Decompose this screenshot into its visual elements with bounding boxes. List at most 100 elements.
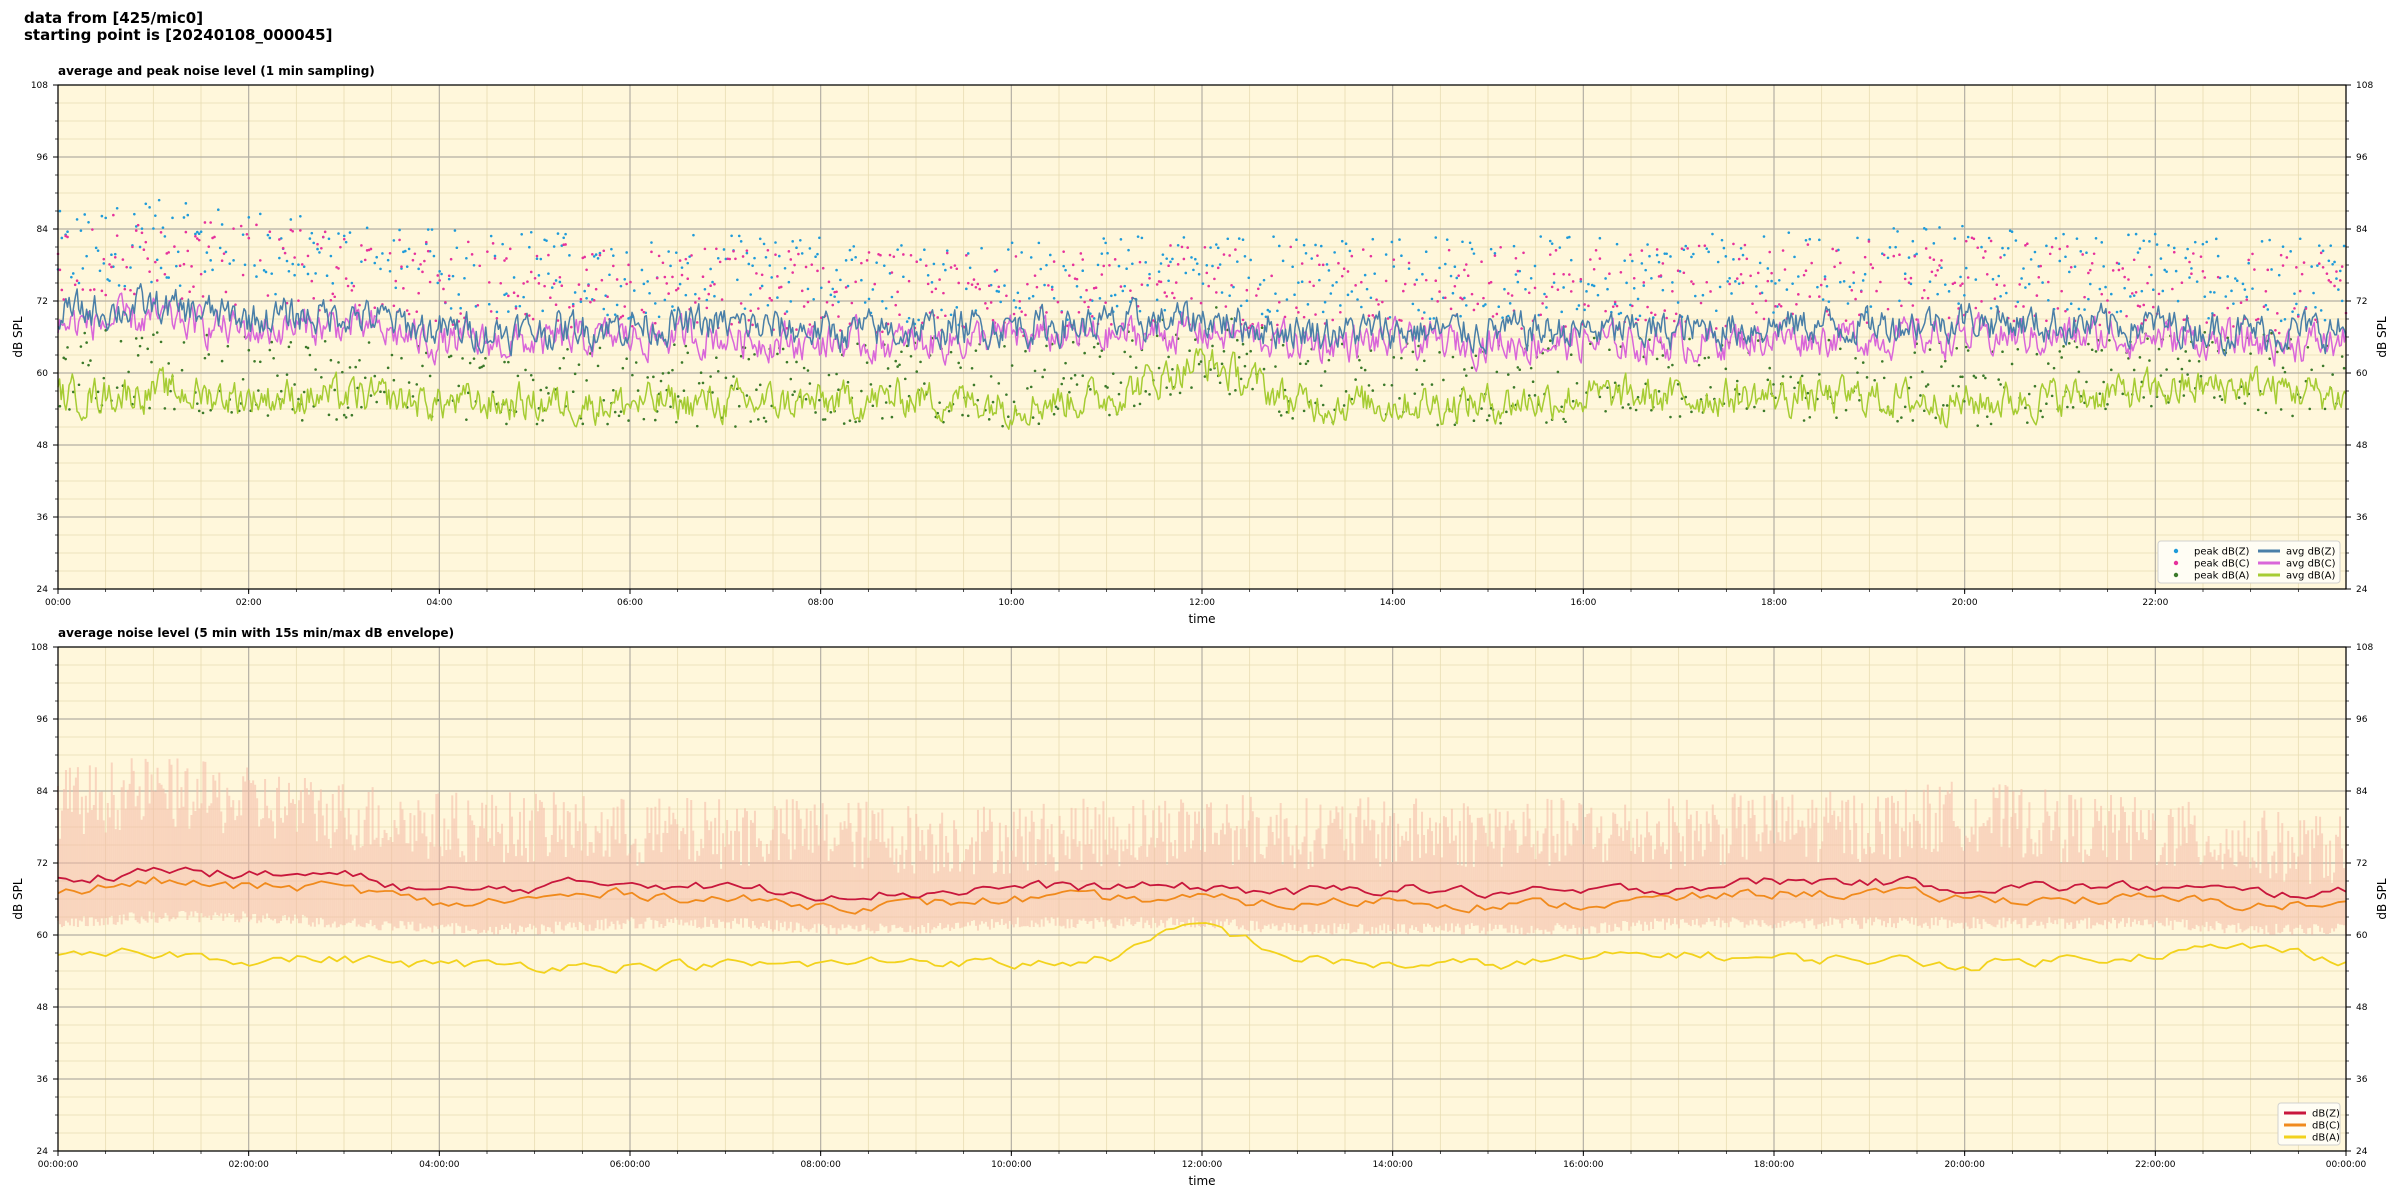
- chart1-peak-point: [944, 314, 947, 318]
- chart1-peak-point: [1608, 348, 1611, 352]
- chart1-peak-point: [1928, 256, 1932, 259]
- chart1-peak-point: [1171, 291, 1174, 295]
- chart1-peak-point: [1052, 412, 1056, 416]
- chart1-peak-point: [144, 202, 148, 206]
- chart1-peak-point: [167, 276, 170, 279]
- chart1-peak-point: [1632, 276, 1636, 280]
- chart1-ytick-label: 84: [37, 225, 49, 235]
- chart1-peak-point: [417, 267, 420, 271]
- chart1-peak-point: [1527, 394, 1531, 397]
- chart1-peak-point: [1852, 281, 1855, 285]
- chart1-peak-point: [1096, 342, 1100, 345]
- chart1-peak-point: [1552, 281, 1556, 284]
- chart1-peak-point: [650, 250, 653, 254]
- chart1-peak-point: [1678, 415, 1682, 418]
- chart1-peak-point: [2312, 291, 2315, 295]
- chart1-peak-point: [785, 326, 789, 330]
- chart1-peak-point: [1018, 306, 1022, 310]
- chart1-peak-point: [896, 365, 899, 368]
- chart1-peak-point: [1306, 359, 1310, 363]
- chart1-peak-point: [686, 277, 690, 281]
- chart2-ytick-label: 108: [31, 643, 48, 653]
- chart1-peak-point: [1489, 406, 1493, 410]
- chart1-peak-point: [2184, 350, 2188, 353]
- chart1-peak-point: [959, 366, 962, 369]
- chart1-peak-point: [970, 367, 974, 370]
- chart1-peak-point: [152, 227, 155, 230]
- chart1-peak-point: [1012, 299, 1016, 302]
- chart1-peak-point: [64, 357, 67, 361]
- chart1-peak-point: [89, 288, 92, 292]
- chart1-peak-point: [816, 252, 819, 256]
- chart1-peak-point: [1434, 279, 1438, 283]
- chart1-peak-point: [182, 262, 186, 266]
- chart1-peak-point: [795, 328, 798, 331]
- chart1-peak-point: [940, 308, 943, 312]
- chart1-peak-point: [2327, 259, 2331, 263]
- chart2-ytick-label: 36: [2356, 1075, 2368, 1085]
- chart1-peak-point: [2300, 272, 2304, 276]
- chart1-peak-point: [529, 373, 533, 377]
- chart1-peak-point: [989, 301, 993, 304]
- chart1-peak-point: [867, 251, 871, 254]
- chart1-peak-point: [1247, 276, 1251, 280]
- chart1-peak-point: [1434, 236, 1438, 239]
- chart1-peak-point: [1182, 236, 1186, 239]
- chart1-peak-point: [2008, 229, 2012, 232]
- chart1-peak-point: [2268, 238, 2271, 242]
- chart1-peak-point: [2174, 269, 2178, 273]
- chart1-peak-point: [1461, 297, 1464, 301]
- chart1-peak-point: [2098, 323, 2102, 327]
- chart1-peak-point: [491, 242, 495, 245]
- chart1-peak-point: [1470, 247, 1474, 251]
- chart1-peak-point: [2090, 262, 2094, 265]
- chart1-peak-point: [1797, 293, 1800, 296]
- chart1-peak-point: [2151, 288, 2155, 292]
- chart1-peak-point: [1325, 263, 1329, 266]
- chart1-peak-point: [789, 258, 793, 261]
- chart1-peak-point: [739, 302, 743, 305]
- chart1-peak-point: [205, 251, 209, 254]
- chart1-peak-point: [1169, 393, 1172, 396]
- chart1-peak-point: [1922, 227, 1926, 230]
- chart1-peak-point: [253, 264, 256, 267]
- chart1-peak-point: [1119, 285, 1123, 288]
- chart1-peak-point: [1919, 394, 1922, 397]
- chart1-peak-point: [400, 267, 403, 270]
- chart1-peak-point: [1274, 365, 1277, 368]
- chart1-peak-point: [1951, 384, 1955, 388]
- chart1-peak-point: [1068, 274, 1071, 277]
- chart1-peak-point: [1480, 407, 1483, 410]
- chart1-peak-point: [104, 216, 108, 220]
- chart1-peak-point: [134, 225, 138, 228]
- chart1-peak-point: [602, 249, 606, 253]
- chart1-peak-point: [1291, 417, 1294, 420]
- chart1-peak-point: [1339, 304, 1342, 307]
- chart1-peak-point: [1165, 386, 1168, 389]
- chart1-line-avg-db-c-: [57, 292, 2347, 373]
- chart1-peak-point: [1541, 302, 1544, 305]
- chart1-peak-point: [1976, 424, 1980, 427]
- chart1-peak-point: [2115, 261, 2119, 265]
- chart1-ylabel-left: dB SPL: [11, 316, 25, 358]
- chart1-peak-point: [737, 404, 741, 408]
- chart1-peak-point: [673, 308, 676, 312]
- chart1-peak-point: [327, 237, 331, 241]
- chart1-peak-point: [2274, 328, 2277, 332]
- chart1-title: average and peak noise level (1 min samp…: [58, 64, 375, 78]
- chart1-peak-point: [2316, 264, 2319, 267]
- chart1-peak-point: [724, 376, 728, 380]
- chart1-peak-point: [1123, 350, 1127, 354]
- chart1-peak-point: [1577, 304, 1581, 307]
- chart1-peak-point: [316, 247, 319, 251]
- chart1-peak-point: [2279, 253, 2283, 257]
- chart1-peak-point: [2069, 265, 2073, 269]
- chart1-peak-point: [554, 303, 558, 307]
- chart1-peak-point: [155, 331, 159, 334]
- chart1-peak-point: [684, 257, 688, 261]
- chart1-peak-point: [1550, 242, 1554, 245]
- chart1-peak-point: [676, 287, 680, 290]
- chart1-peak-point: [1606, 386, 1609, 389]
- chart1-peak-point: [449, 257, 453, 261]
- chart1-peak-point: [965, 287, 968, 291]
